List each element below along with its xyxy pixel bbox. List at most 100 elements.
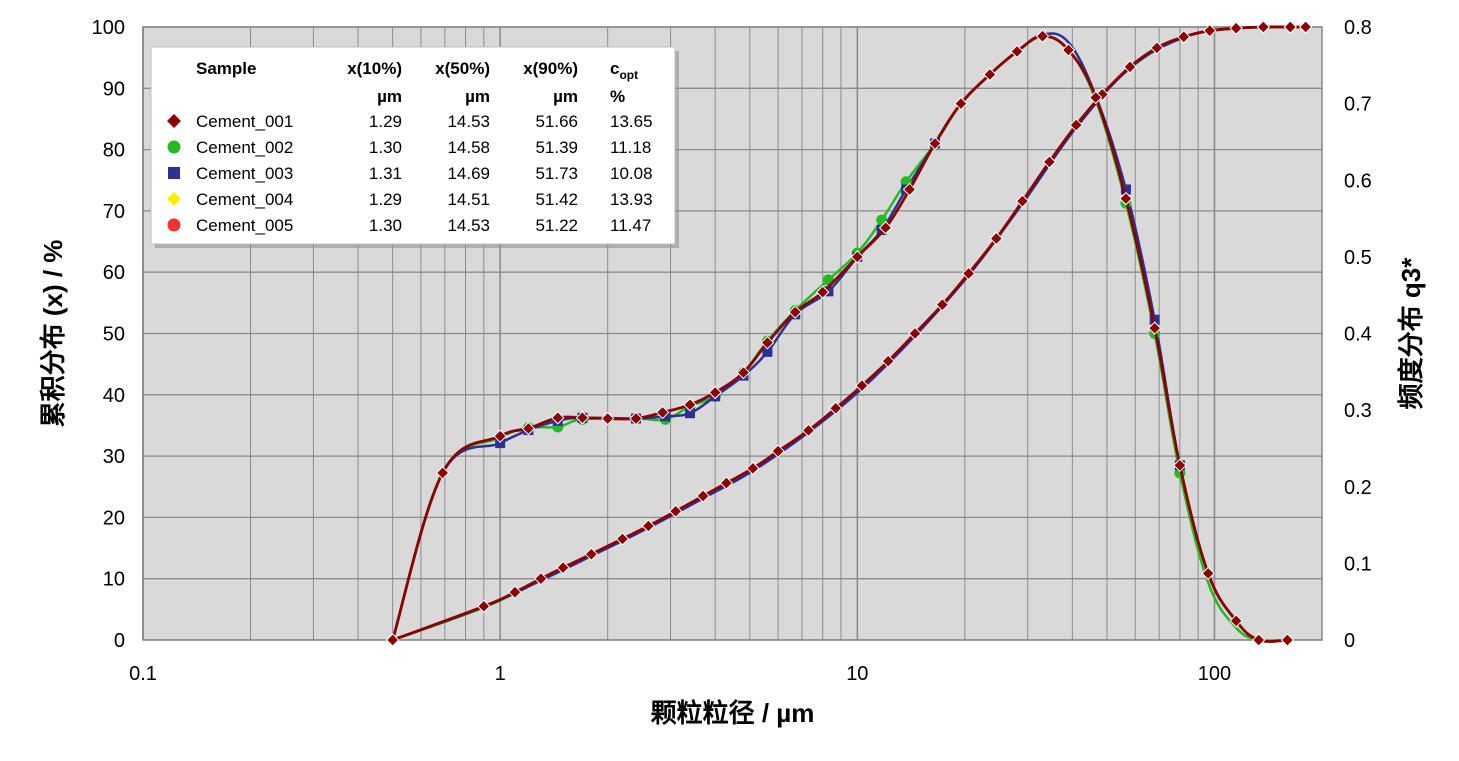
data-point (1061, 43, 1076, 57)
legend-marker (168, 167, 180, 179)
data-point (668, 504, 683, 518)
y-axis-title: 累积分布 (x) / % (38, 240, 68, 428)
data-point (746, 461, 760, 476)
data-point (1015, 194, 1030, 208)
y2-tick-label: 0.2 (1344, 477, 1372, 499)
data-point (1150, 41, 1164, 55)
data-point (493, 429, 507, 443)
y2-tick-label: 0.3 (1344, 400, 1372, 422)
legend-row-copt: 13.65 (610, 112, 653, 131)
data-point (1149, 314, 1160, 325)
y2-tick-label: 0.7 (1344, 94, 1372, 116)
y-tick-label: 60 (103, 262, 125, 284)
legend-row-name: Cement_001 (196, 112, 293, 131)
y2-tick-label: 0 (1344, 630, 1355, 652)
y2-tick-label: 0.1 (1344, 553, 1372, 575)
data-point (1256, 20, 1271, 34)
y2-axis-title: 频度分布 q3* (1396, 257, 1426, 410)
data-point (1229, 614, 1243, 628)
legend-unit-x90: µm (553, 87, 578, 106)
legend-marker (167, 218, 181, 232)
y-tick-label: 70 (103, 201, 125, 223)
y-tick-label: 80 (103, 140, 125, 162)
legend-header-copt-subscript: opt (619, 68, 638, 82)
data-point (855, 378, 869, 393)
series-layer (385, 20, 1313, 647)
data-point (816, 285, 830, 299)
y2-tick-label: 0.8 (1344, 17, 1372, 39)
data-point (655, 405, 670, 420)
data-point (495, 438, 506, 449)
data-point (1280, 633, 1295, 647)
data-point (556, 560, 570, 575)
y-tick-label: 20 (103, 507, 125, 529)
data-point (771, 444, 785, 458)
legend-marker (167, 140, 181, 154)
data-point (551, 411, 565, 425)
data-point (983, 67, 997, 82)
data-point (708, 385, 722, 400)
legend-row-x10: 1.29 (369, 190, 402, 209)
data-point (719, 476, 734, 490)
data-point (1089, 90, 1103, 105)
data-point (435, 466, 450, 480)
legend-row-x10: 1.30 (369, 138, 402, 157)
data-point (902, 182, 917, 197)
data-point (1298, 20, 1313, 34)
plot-frame (142, 26, 1323, 641)
data-point (477, 599, 491, 613)
y-tick-label: 100 (92, 17, 125, 39)
legend-marker (167, 192, 181, 206)
data-point (829, 401, 843, 415)
legend-row-name: Cement_004 (196, 190, 293, 209)
y-tick-label: 10 (103, 569, 125, 591)
data-point (1069, 118, 1083, 132)
legend-row-copt: 11.47 (610, 216, 651, 235)
data-point (1123, 60, 1137, 74)
legend-row-x50: 14.53 (447, 216, 490, 235)
data-point (600, 411, 615, 426)
legend-row-x90: 51.73 (535, 164, 578, 183)
legend-row-copt: 11.18 (610, 138, 651, 157)
legend-row-name: Cement_002 (196, 138, 293, 157)
legend-row-name: Cement_003 (196, 164, 293, 183)
data-point (1201, 566, 1215, 581)
data-point (1010, 44, 1024, 59)
legend-header-sample: Sample (196, 59, 256, 78)
data-point (1176, 30, 1191, 44)
legend-unit-x10: µm (377, 87, 402, 106)
legend-header-x90: x(90%) (523, 59, 578, 78)
data-point (684, 408, 695, 419)
data-point (1042, 155, 1057, 169)
legend-row-x10: 1.30 (369, 216, 402, 235)
y-tick-label: 0 (114, 630, 125, 652)
data-point (584, 547, 599, 561)
data-point (521, 421, 536, 436)
data-point (1120, 184, 1131, 195)
data-point (696, 489, 710, 503)
x-tick-label: 100 (1198, 663, 1231, 685)
y2-tick-label: 0.6 (1344, 170, 1372, 192)
y2-tick-label: 0.5 (1344, 247, 1372, 269)
data-point (1203, 23, 1217, 38)
data-point (1252, 633, 1266, 647)
y-tick-label: 40 (103, 385, 125, 407)
data-point (935, 297, 950, 312)
data-point (788, 305, 802, 319)
legend-row-x90: 51.22 (535, 216, 578, 235)
axes: 010203040506070809010000.10.20.30.40.50.… (92, 17, 1372, 685)
data-point (850, 250, 865, 264)
legend-row-x10: 1.31 (369, 164, 402, 183)
data-point (629, 411, 643, 426)
data-point (508, 585, 522, 599)
legend-row-x90: 51.66 (535, 112, 578, 131)
legend-row-name: Cement_005 (196, 216, 293, 235)
data-point (615, 532, 630, 546)
legend-row-copt: 13.93 (610, 190, 653, 209)
data-point (1283, 20, 1297, 34)
x-tick-label: 1 (495, 663, 506, 685)
legend-row-x10: 1.29 (369, 112, 402, 131)
